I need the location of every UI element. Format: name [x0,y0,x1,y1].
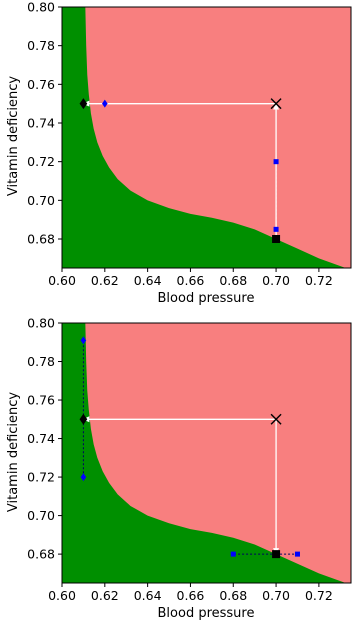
x-tick-label: 0.70 [262,273,290,288]
y-tick-label: 0.80 [27,316,55,331]
x-axis-title: Blood pressure [158,291,255,306]
y-tick-label: 0.74 [27,431,55,446]
y-tick-label: 0.70 [27,508,55,523]
x-axis-title: Blood pressure [158,606,255,621]
x-tick-label: 0.60 [48,273,76,288]
axes-frame [61,6,352,269]
start-point [272,235,281,243]
x-tick-label: 0.60 [48,588,76,603]
y-tick-label: 0.76 [27,393,55,408]
cross-point [270,413,282,425]
y-tick-label: 0.68 [27,232,55,247]
candidate-point [230,551,236,557]
start-point [272,550,281,559]
candidate-point [80,336,87,345]
y-tick-label: 0.76 [27,77,55,92]
x-tick-label: 0.72 [305,588,333,603]
bottom-plot-panel: Blood pressure Vitamin deficiency 0.60 0.… [6,316,352,621]
x-tick-label: 0.62 [91,273,119,288]
x-tick-label: 0.64 [134,273,162,288]
x-tick-label: 0.72 [305,273,333,288]
candidate-point [80,473,87,482]
cross-point [270,98,282,110]
y-tick-label: 0.68 [27,547,55,562]
axes-frame [61,322,352,584]
y-tick-label: 0.80 [27,0,55,15]
x-tick-label: 0.62 [91,588,119,603]
x-tick-label: 0.68 [219,273,247,288]
x-tick-label: 0.66 [177,273,205,288]
y-tick-label: 0.70 [27,193,55,208]
y-tick-label: 0.74 [27,116,55,131]
y-tick-label: 0.72 [27,154,55,169]
x-tick-label: 0.68 [219,588,247,603]
candidate-point [294,551,300,557]
y-tick-label: 0.72 [27,470,55,485]
end-point [79,98,88,110]
y-axis-title: Vitamin deficiency [6,76,21,197]
top-plot-panel: Blood pressure Vitamin deficiency 0.60 0.… [6,0,352,306]
end-point [79,413,88,425]
candidate-point [102,99,108,108]
x-tick-label: 0.64 [134,588,162,603]
candidate-point [273,159,279,165]
region-low [62,323,351,583]
x-tick-label: 0.66 [177,588,205,603]
plot-area [62,323,351,583]
y-tick-label: 0.78 [27,354,55,369]
y-tick-label: 0.78 [27,38,55,53]
region-low [62,7,351,268]
x-tick-label: 0.70 [262,588,290,603]
plot-area [62,7,351,268]
y-axis-title: Vitamin deficiency [6,392,21,513]
candidate-point [273,226,279,232]
